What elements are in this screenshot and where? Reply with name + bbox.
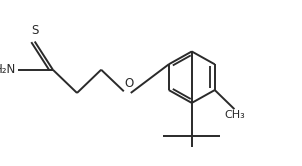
Text: O: O [124, 77, 133, 90]
Text: S: S [31, 24, 38, 37]
Text: H₂N: H₂N [0, 63, 17, 76]
Text: CH₃: CH₃ [225, 110, 246, 121]
